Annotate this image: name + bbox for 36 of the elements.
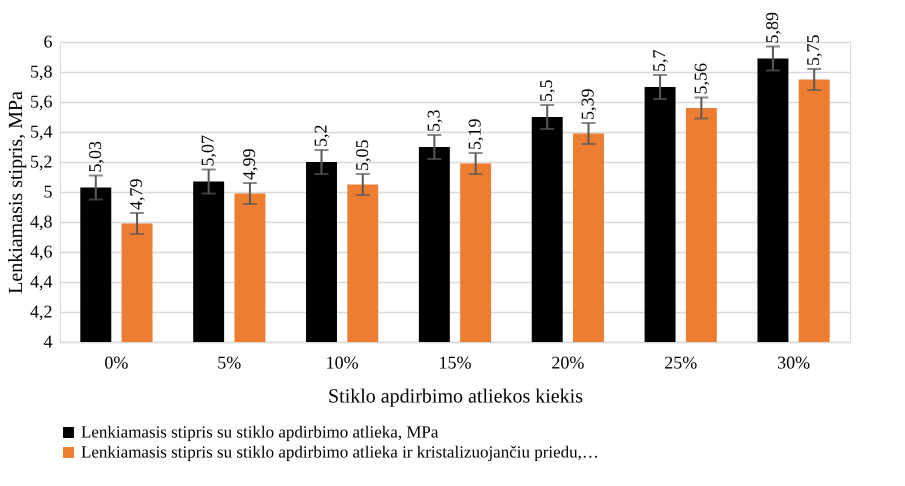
y-tick-label: 4,2 <box>30 302 52 322</box>
legend-label: Lenkiamasis stipris su stiklo apdirbimo atlieka ir kristalizuojančiu priedu,… <box>81 442 599 462</box>
y-tick-label: 4,8 <box>30 212 52 232</box>
x-tick-label: 5% <box>217 352 242 372</box>
data-label: 4,99 <box>238 148 259 180</box>
data-label: 4,79 <box>126 178 146 210</box>
x-tick-label: 25% <box>664 352 698 372</box>
y-tick-label: 4,6 <box>30 242 52 262</box>
y-tick-label: 5,2 <box>30 152 52 172</box>
data-label: 5,75 <box>803 34 824 66</box>
y-tick-label: 6 <box>44 32 52 52</box>
data-label: 5,89 <box>762 12 782 44</box>
x-axis-title: Stiklo apdirbimo atliekos kiekis <box>328 386 584 408</box>
y-tick-label: 5,6 <box>30 92 52 112</box>
data-label: 5,39 <box>577 88 598 120</box>
y-tick-label: 4 <box>44 332 52 352</box>
data-label: 5,3 <box>423 110 444 132</box>
x-tick-label: 30% <box>777 352 810 372</box>
data-label: 5,03 <box>84 141 105 172</box>
x-tick-label: 10% <box>326 352 359 372</box>
data-label: 5,5 <box>536 80 556 102</box>
x-tick-label: 20% <box>551 352 584 372</box>
y-axis-title: Lenkiamasis stipris, MPa <box>5 90 27 294</box>
x-tick-label: 15% <box>438 352 472 372</box>
y-tick-label: 4,4 <box>30 272 52 292</box>
data-label: 5,7 <box>649 50 670 72</box>
y-tick-label: 5 <box>44 182 52 202</box>
data-label: 5,07 <box>198 135 218 166</box>
data-label: 5,2 <box>310 124 331 147</box>
x-tick-label: 0% <box>104 352 128 372</box>
y-tick-label: 5,4 <box>30 122 52 142</box>
data-label: 5,05 <box>352 140 372 171</box>
data-label: 5,19 <box>464 118 485 150</box>
y-tick-label: 5,8 <box>30 62 52 82</box>
legend-label: Lenkiamasis stipris su stiklo apdirbimo atlieka, MPa <box>81 422 439 442</box>
data-label: 5,56 <box>690 63 710 94</box>
